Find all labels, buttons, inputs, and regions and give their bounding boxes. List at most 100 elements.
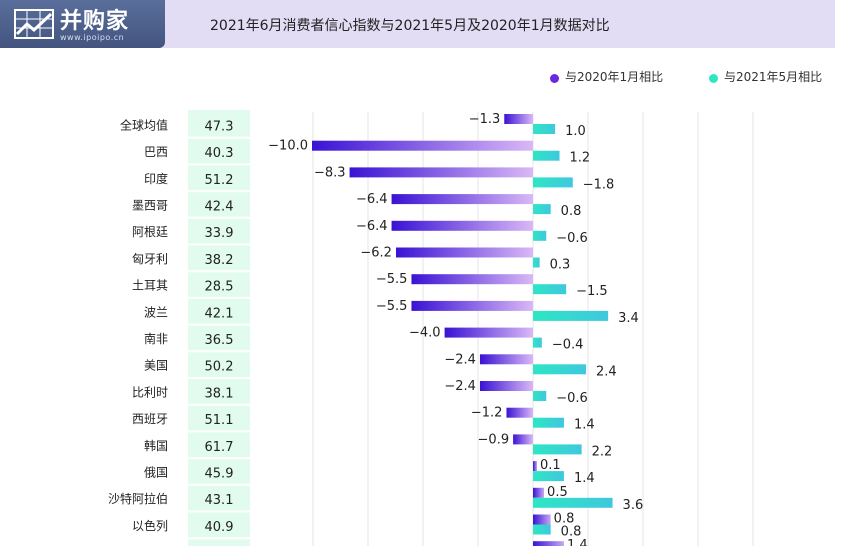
legend-label-2021: 与2021年5月相比 — [724, 70, 823, 84]
bar-vs-2020 — [391, 194, 533, 205]
bar-value-label-2020: 1.4 — [567, 538, 588, 546]
category-label: 匈牙利 — [132, 252, 168, 266]
index-value: 45.9 — [205, 466, 234, 481]
bar-value-label-2020: 0.8 — [554, 512, 575, 527]
bar-vs-2021-05 — [533, 444, 582, 455]
category-label: 土耳其 — [132, 279, 168, 293]
category-label: 南非 — [144, 331, 168, 346]
index-value: 40.9 — [205, 520, 234, 535]
index-value: 51.1 — [205, 413, 234, 428]
bar-value-label-2020: 0.5 — [547, 485, 568, 500]
bar-vs-2021-05 — [533, 310, 609, 321]
bar-vs-2021-05 — [533, 124, 556, 134]
bar-value-label-2020: −8.3 — [314, 165, 346, 180]
bar-value-label-2021-05: 3.4 — [618, 311, 639, 326]
legend-dot-2020 — [550, 74, 559, 83]
logo-url: www.ipoipo.cn — [60, 33, 125, 42]
index-value: 61.7 — [205, 440, 234, 455]
bar-vs-2021-05 — [533, 257, 540, 268]
bar-value-label-2020: −5.5 — [376, 299, 408, 314]
logo-text: 并购家 — [60, 9, 130, 34]
index-value: 40.3 — [205, 146, 234, 161]
category-label: 全球均值 — [120, 117, 168, 132]
index-value: 50.2 — [205, 360, 234, 375]
index-value: 51.2 — [205, 173, 234, 188]
legend-item-2020: 与2020年1月相比 — [550, 68, 663, 85]
legend-label-2020: 与2020年1月相比 — [565, 70, 664, 84]
bar-value-label-2021-05: 1.4 — [574, 471, 595, 486]
legend-dot-2021 — [709, 74, 718, 83]
category-label: 墨西哥 — [132, 198, 168, 212]
bar-vs-2021-05 — [533, 364, 587, 375]
category-label: 以色列 — [132, 519, 168, 533]
chart-title: 2021年6月消费者信心指数与2021年5月及2020年1月数据对比 — [210, 18, 610, 34]
bar-vs-2020 — [312, 140, 533, 151]
bar-value-label-2021-05: 2.4 — [596, 364, 617, 379]
bar-vs-2020 — [411, 274, 533, 285]
bar-vs-2020 — [506, 407, 533, 418]
bar-value-label-2020: −5.5 — [376, 272, 408, 287]
index-value: 42.1 — [205, 306, 234, 321]
bar-value-label-2020: −1.3 — [469, 112, 501, 127]
bar-value-label-2021-05: −0.4 — [552, 338, 584, 353]
bar-value-label-2020: −1.2 — [471, 406, 503, 421]
bar-vs-2021-05 — [533, 230, 547, 241]
index-value: 43.1 — [205, 493, 234, 508]
category-label: 阿根廷 — [132, 225, 168, 239]
bar-vs-2021-05 — [533, 204, 551, 215]
bar-vs-2020 — [395, 247, 533, 258]
bar-vs-2020 — [504, 114, 533, 124]
index-value: 38.2 — [205, 253, 234, 268]
bar-vs-2020 — [533, 541, 564, 546]
category-label: 俄国 — [144, 465, 168, 479]
bar-vs-2020 — [391, 220, 533, 231]
index-value: 28.5 — [205, 280, 234, 295]
index-value: 47.3 — [205, 119, 234, 134]
bar-value-label-2021-05: 3.6 — [623, 498, 644, 513]
bar-value-label-2020: 0.1 — [540, 458, 561, 473]
bar-vs-2020 — [533, 461, 537, 472]
bar-vs-2021-05 — [533, 177, 573, 188]
bar-vs-2020 — [513, 434, 533, 445]
bar-value-label-2021-05: 2.2 — [592, 444, 613, 459]
category-label: 西班牙 — [132, 412, 168, 426]
category-label: 巴西 — [144, 145, 168, 159]
bar-value-label-2020: −6.4 — [356, 192, 388, 207]
bar-value-label-2021-05: −0.6 — [556, 391, 588, 406]
index-value: 36.5 — [205, 333, 234, 348]
category-label: 波兰 — [144, 305, 168, 319]
bar-value-label-2020: −4.0 — [409, 326, 441, 341]
bar-value-label-2020: −6.4 — [356, 219, 388, 234]
bar-value-label-2021-05: 0.8 — [561, 204, 582, 219]
bar-vs-2020 — [533, 514, 551, 525]
bar-vs-2021-05 — [533, 284, 567, 295]
index-value: 42.4 — [205, 199, 234, 214]
category-label: 韩国 — [144, 438, 168, 453]
bar-value-label-2021-05: −1.5 — [576, 284, 608, 299]
bar-vs-2020 — [444, 327, 533, 338]
bar-value-label-2020: −10.0 — [268, 139, 308, 154]
bar-value-label-2020: −2.4 — [444, 352, 476, 367]
bar-value-label-2021-05: −1.8 — [583, 177, 615, 192]
category-label: 印度 — [144, 171, 168, 186]
bar-vs-2020 — [479, 354, 533, 365]
index-column-bg — [188, 110, 250, 546]
bar-vs-2021-05 — [533, 471, 564, 482]
bar-vs-2020 — [411, 300, 533, 311]
bar-value-label-2021-05: 0.3 — [550, 258, 571, 273]
index-value: 38.1 — [205, 386, 234, 401]
index-value: 33.9 — [205, 226, 234, 241]
chart-logo-icon — [14, 9, 54, 39]
bar-vs-2021-05 — [533, 150, 560, 161]
bar-vs-2021-05 — [533, 417, 564, 428]
bar-value-label-2021-05: 1.4 — [574, 418, 595, 433]
bar-vs-2021-05 — [533, 391, 547, 401]
bar-value-label-2021-05: −0.6 — [556, 231, 588, 246]
bar-value-label-2020: −6.2 — [360, 246, 392, 261]
category-label: 沙特阿拉伯 — [108, 491, 168, 506]
bar-vs-2021-05 — [533, 337, 542, 348]
bar-value-label-2020: −2.4 — [444, 379, 476, 394]
bar-vs-2020 — [479, 381, 533, 391]
bar-vs-2021-05 — [533, 524, 551, 535]
bar-value-label-2021-05: 1.2 — [570, 151, 591, 166]
